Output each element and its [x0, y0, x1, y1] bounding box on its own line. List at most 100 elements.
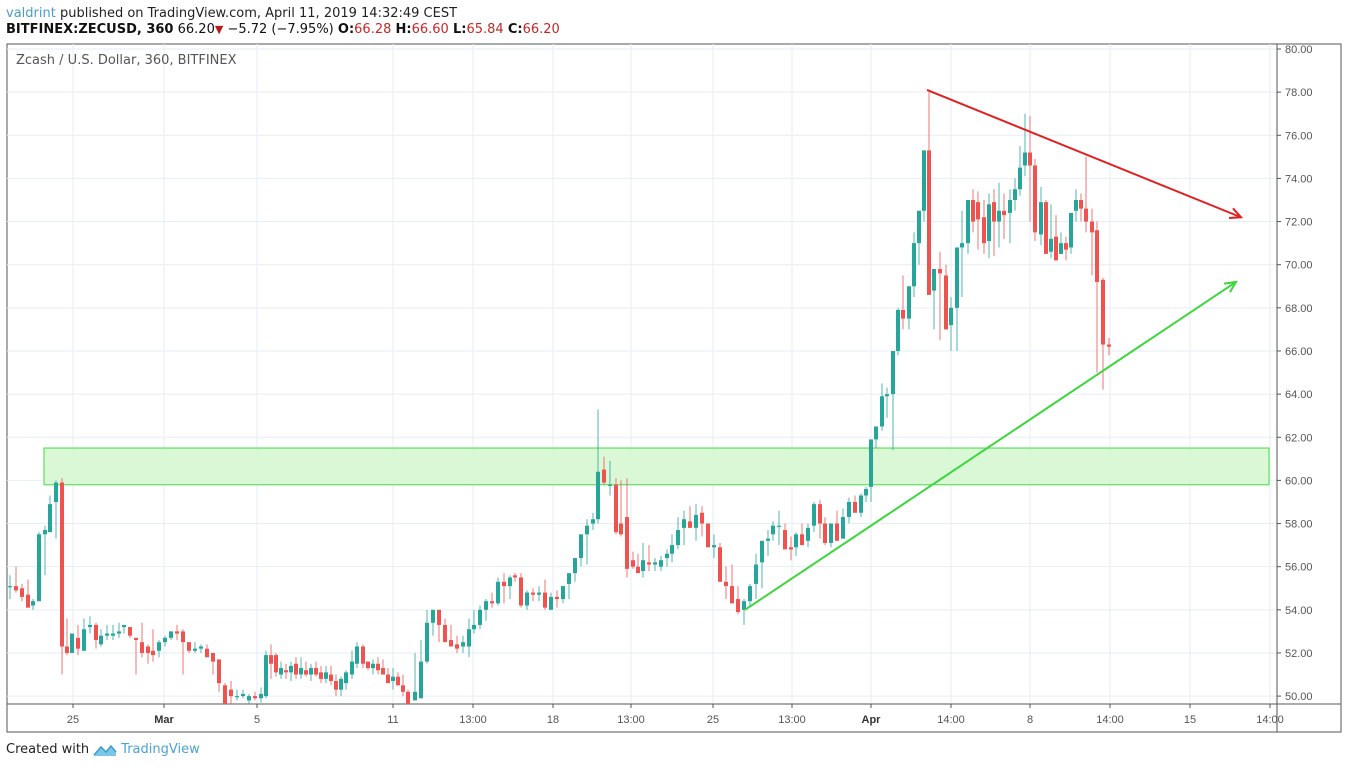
candle [631, 560, 635, 567]
candle [700, 512, 704, 524]
candle [70, 633, 74, 653]
candle [670, 545, 674, 554]
candle [823, 523, 827, 543]
chart-title: Zcash / U.S. Dollar, 360, BITFINEX [16, 53, 237, 68]
candle [829, 523, 833, 543]
candle [806, 527, 810, 541]
y-tick-label: 68.00 [1285, 303, 1313, 315]
candle [146, 646, 150, 653]
candle [841, 517, 845, 539]
candle [922, 150, 926, 211]
candle [653, 562, 657, 565]
candle [1044, 202, 1048, 254]
candle [334, 681, 338, 690]
candle [396, 676, 400, 686]
created-with-text: Created with [6, 742, 90, 757]
candle [187, 642, 191, 651]
candle [874, 426, 878, 440]
tradingview-brand-link[interactable]: TradingView [121, 742, 200, 757]
candle [366, 661, 370, 669]
candle [847, 501, 851, 518]
candle [976, 202, 980, 220]
candle [406, 691, 410, 704]
support-trend-line[interactable] [744, 281, 1237, 611]
candle [619, 523, 623, 535]
high-value: 66.60 [411, 22, 449, 37]
candle [413, 691, 417, 701]
candle [880, 396, 884, 427]
y-tick-label: 78.00 [1285, 87, 1313, 99]
candle [859, 495, 863, 513]
resistance-trend-line[interactable] [926, 89, 1242, 219]
y-tick-label: 64.00 [1285, 389, 1313, 401]
y-tick-label: 58.00 [1285, 519, 1313, 531]
candle [1059, 243, 1063, 254]
candle [31, 601, 35, 606]
publisher-username[interactable]: valdrint [6, 6, 56, 21]
candle [853, 501, 857, 513]
candle [1069, 212, 1073, 248]
support-zone-rectangle[interactable] [43, 447, 1270, 486]
candle [217, 659, 221, 684]
candle [175, 631, 179, 634]
candle [26, 594, 30, 608]
candle [602, 469, 606, 483]
candle [211, 652, 215, 662]
candle [1101, 279, 1105, 345]
candle [105, 633, 109, 636]
candle [927, 150, 931, 295]
x-tick-label: 14:00 [1096, 714, 1124, 726]
candle [111, 633, 115, 636]
candle [14, 586, 18, 591]
symbol-name: BITFINEX:ZECUSD, 360 [6, 22, 174, 37]
candle [235, 696, 239, 698]
candle [443, 624, 447, 643]
candle [54, 482, 58, 502]
candle [789, 547, 793, 550]
candle [163, 637, 167, 643]
candle [567, 573, 571, 584]
candle [502, 581, 506, 587]
candle [688, 521, 692, 528]
symbol-line: BITFINEX:ZECUSD, 360 66.20▼ −5.72 (−7.95… [6, 22, 560, 37]
candle [319, 672, 323, 679]
candle [608, 484, 612, 486]
candlestick-chart[interactable]: 80.00 78.00 76.00 74.00 72.00 70.00 68.00 66.00… [0, 0, 1347, 740]
candle [531, 592, 535, 595]
candle [513, 575, 517, 578]
candle [391, 676, 395, 682]
candle [48, 504, 52, 533]
support-trend-arrowhead-icon [1223, 280, 1238, 293]
candle [636, 566, 640, 574]
high-label: H: [395, 22, 412, 37]
candle [812, 504, 816, 526]
candle [181, 631, 185, 643]
candle [896, 309, 900, 351]
candle [401, 685, 405, 692]
candle [1074, 199, 1078, 211]
candle [20, 588, 24, 597]
candle [425, 622, 429, 662]
open-value: 66.28 [354, 22, 392, 37]
candle [419, 661, 423, 699]
candle [864, 489, 868, 496]
candle [971, 199, 975, 222]
candle [299, 668, 303, 675]
candle [718, 547, 722, 582]
candle [1049, 238, 1053, 252]
candle [490, 601, 494, 604]
publisher-line: valdrint published on TradingView.com, A… [6, 6, 457, 21]
candle [766, 538, 770, 541]
x-tick-label: 13:00 [778, 714, 806, 726]
candle [199, 646, 203, 649]
candle [371, 663, 375, 669]
candle [543, 592, 547, 608]
candle [376, 663, 380, 671]
candle [730, 586, 734, 604]
x-tick-label: 5 [254, 714, 260, 726]
candle [835, 523, 839, 541]
candle [339, 678, 343, 690]
candle [1028, 152, 1032, 166]
low-value: 65.84 [466, 22, 504, 37]
candle [596, 471, 600, 520]
